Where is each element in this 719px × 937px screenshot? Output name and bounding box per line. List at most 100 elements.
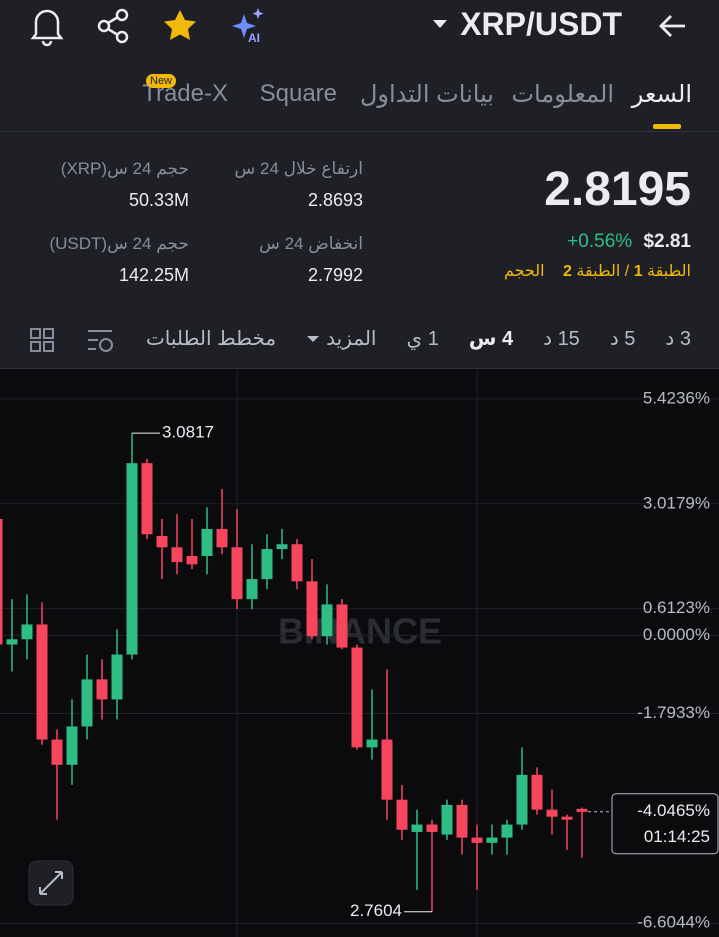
candle-body [501,824,513,838]
svg-text:AI: AI [248,31,260,45]
candle-body [231,547,243,600]
favorite-star[interactable] [164,10,196,40]
stat-value: 2.8693 [307,190,363,210]
candle-body [531,774,543,810]
usd-price: $2.81 [643,231,691,252]
more-arrow [307,335,320,342]
tab[interactable]: Square [259,80,337,107]
tab[interactable]: بيانات التداول [359,81,494,108]
candle-body [276,544,288,550]
candle-body [201,528,213,557]
volume-tag[interactable]: الحجم [503,263,545,280]
candle-body [396,799,408,830]
price-change-row: +0.56% $2.81 [567,231,691,253]
settings-icon[interactable] [88,330,113,352]
candle-body [186,556,198,565]
y-tick-label: -6.6044% [637,913,710,932]
new-badge: New [146,74,177,88]
candle-body [21,624,33,640]
candle-body [456,804,468,838]
pair-name[interactable]: XRP/USDT [460,6,622,42]
candle-body [486,837,498,843]
interval[interactable]: 1 ي [406,328,439,350]
candle-body [321,604,333,637]
candle-body [111,654,123,700]
y-tick-label: -1.7933% [637,703,710,722]
candle-body [36,624,48,740]
candle-body [0,518,3,645]
candle-body [546,809,558,817]
dropdown-arrow[interactable] [430,14,450,34]
candle-body [6,639,18,645]
candle-body [411,824,423,832]
tier-row: الطبقة 1 / الطبقة 2 الحجم [504,261,691,281]
candle-body [51,739,63,765]
candle-body [66,726,78,765]
countdown: 01:14:25 [644,827,710,846]
last-price: 2.8195 [544,163,691,216]
candle-body [306,581,318,637]
tab[interactable]: المعلومات [511,81,614,108]
candle-body [141,463,153,535]
candlestick-chart[interactable]: BINANCE 5.4236% 3.0179% 0.6123% 0.0000% -1.7… [0,369,719,937]
change-percent: +0.56% [567,231,633,252]
candle-body [216,528,228,548]
candle-body [171,547,183,563]
stat-label: حجم 24 س(USDT) [49,234,189,253]
stat-label: حجم 24 س(XRP) [60,159,189,178]
min-label: 2.7604 [350,901,402,920]
tier-number: 1 [633,263,643,280]
depth-chart[interactable]: مخطط الطلبات [145,328,277,350]
interval[interactable]: 4 س [468,328,514,350]
layout-icon[interactable] [30,328,54,352]
bell-icon[interactable] [30,9,64,47]
candle-body [426,824,438,832]
candle-body [246,579,258,600]
y-tick-label: 0.0000% [643,625,710,644]
tab[interactable]: السعر [631,81,692,108]
candle-body [366,739,378,748]
tier-text: / الطبقة [576,263,630,280]
expand-button[interactable] [28,860,74,906]
candle-body [576,808,588,812]
watermark: BINANCE [278,611,442,652]
divider [0,131,719,132]
tier-text: الطبقة [647,263,691,280]
interval[interactable]: 15 د [543,328,580,350]
divider [0,368,719,369]
candle-body [126,463,138,655]
candle-body [441,804,453,835]
header-icons: AI [30,8,264,47]
candle-body [516,774,528,825]
more-menu[interactable]: المزيد [326,328,377,350]
active-tab-indicator [653,124,681,129]
candle-body [291,544,303,582]
candle-body [81,679,93,727]
stat-label: انخفاض 24 س [259,234,363,253]
candle-body [336,604,348,648]
candle-body [381,739,393,800]
candle-body [471,837,483,843]
y-tick-label: 0.6123% [643,598,710,617]
toolbar-icons [30,328,113,352]
stat-label: ارتفاع خلال 24 س [234,159,363,178]
y-tick-label: 3.0179% [643,493,710,512]
interval[interactable]: 5 د [609,328,636,350]
candle-body [96,679,108,700]
share-icon[interactable] [97,8,129,44]
interval-toolbar: 3 د 5 د 15 د 4 س 1 ي المزيد مخطط الطلبات [116,326,691,351]
candle-body [351,647,363,748]
candle-body [261,549,273,580]
stat-value: 50.33M [128,190,189,210]
stat-value: 2.7992 [307,265,363,285]
interval[interactable]: 3 د [665,328,691,350]
max-label: 3.0817 [162,423,214,442]
last-price-box [611,793,719,855]
tier-number: 2 [563,263,572,280]
back-arrow[interactable] [655,10,691,42]
y-tick-label: 5.4236% [643,388,710,407]
candle-body [156,535,168,548]
ai-icon[interactable]: AI [232,8,264,45]
candle-body [561,816,573,820]
